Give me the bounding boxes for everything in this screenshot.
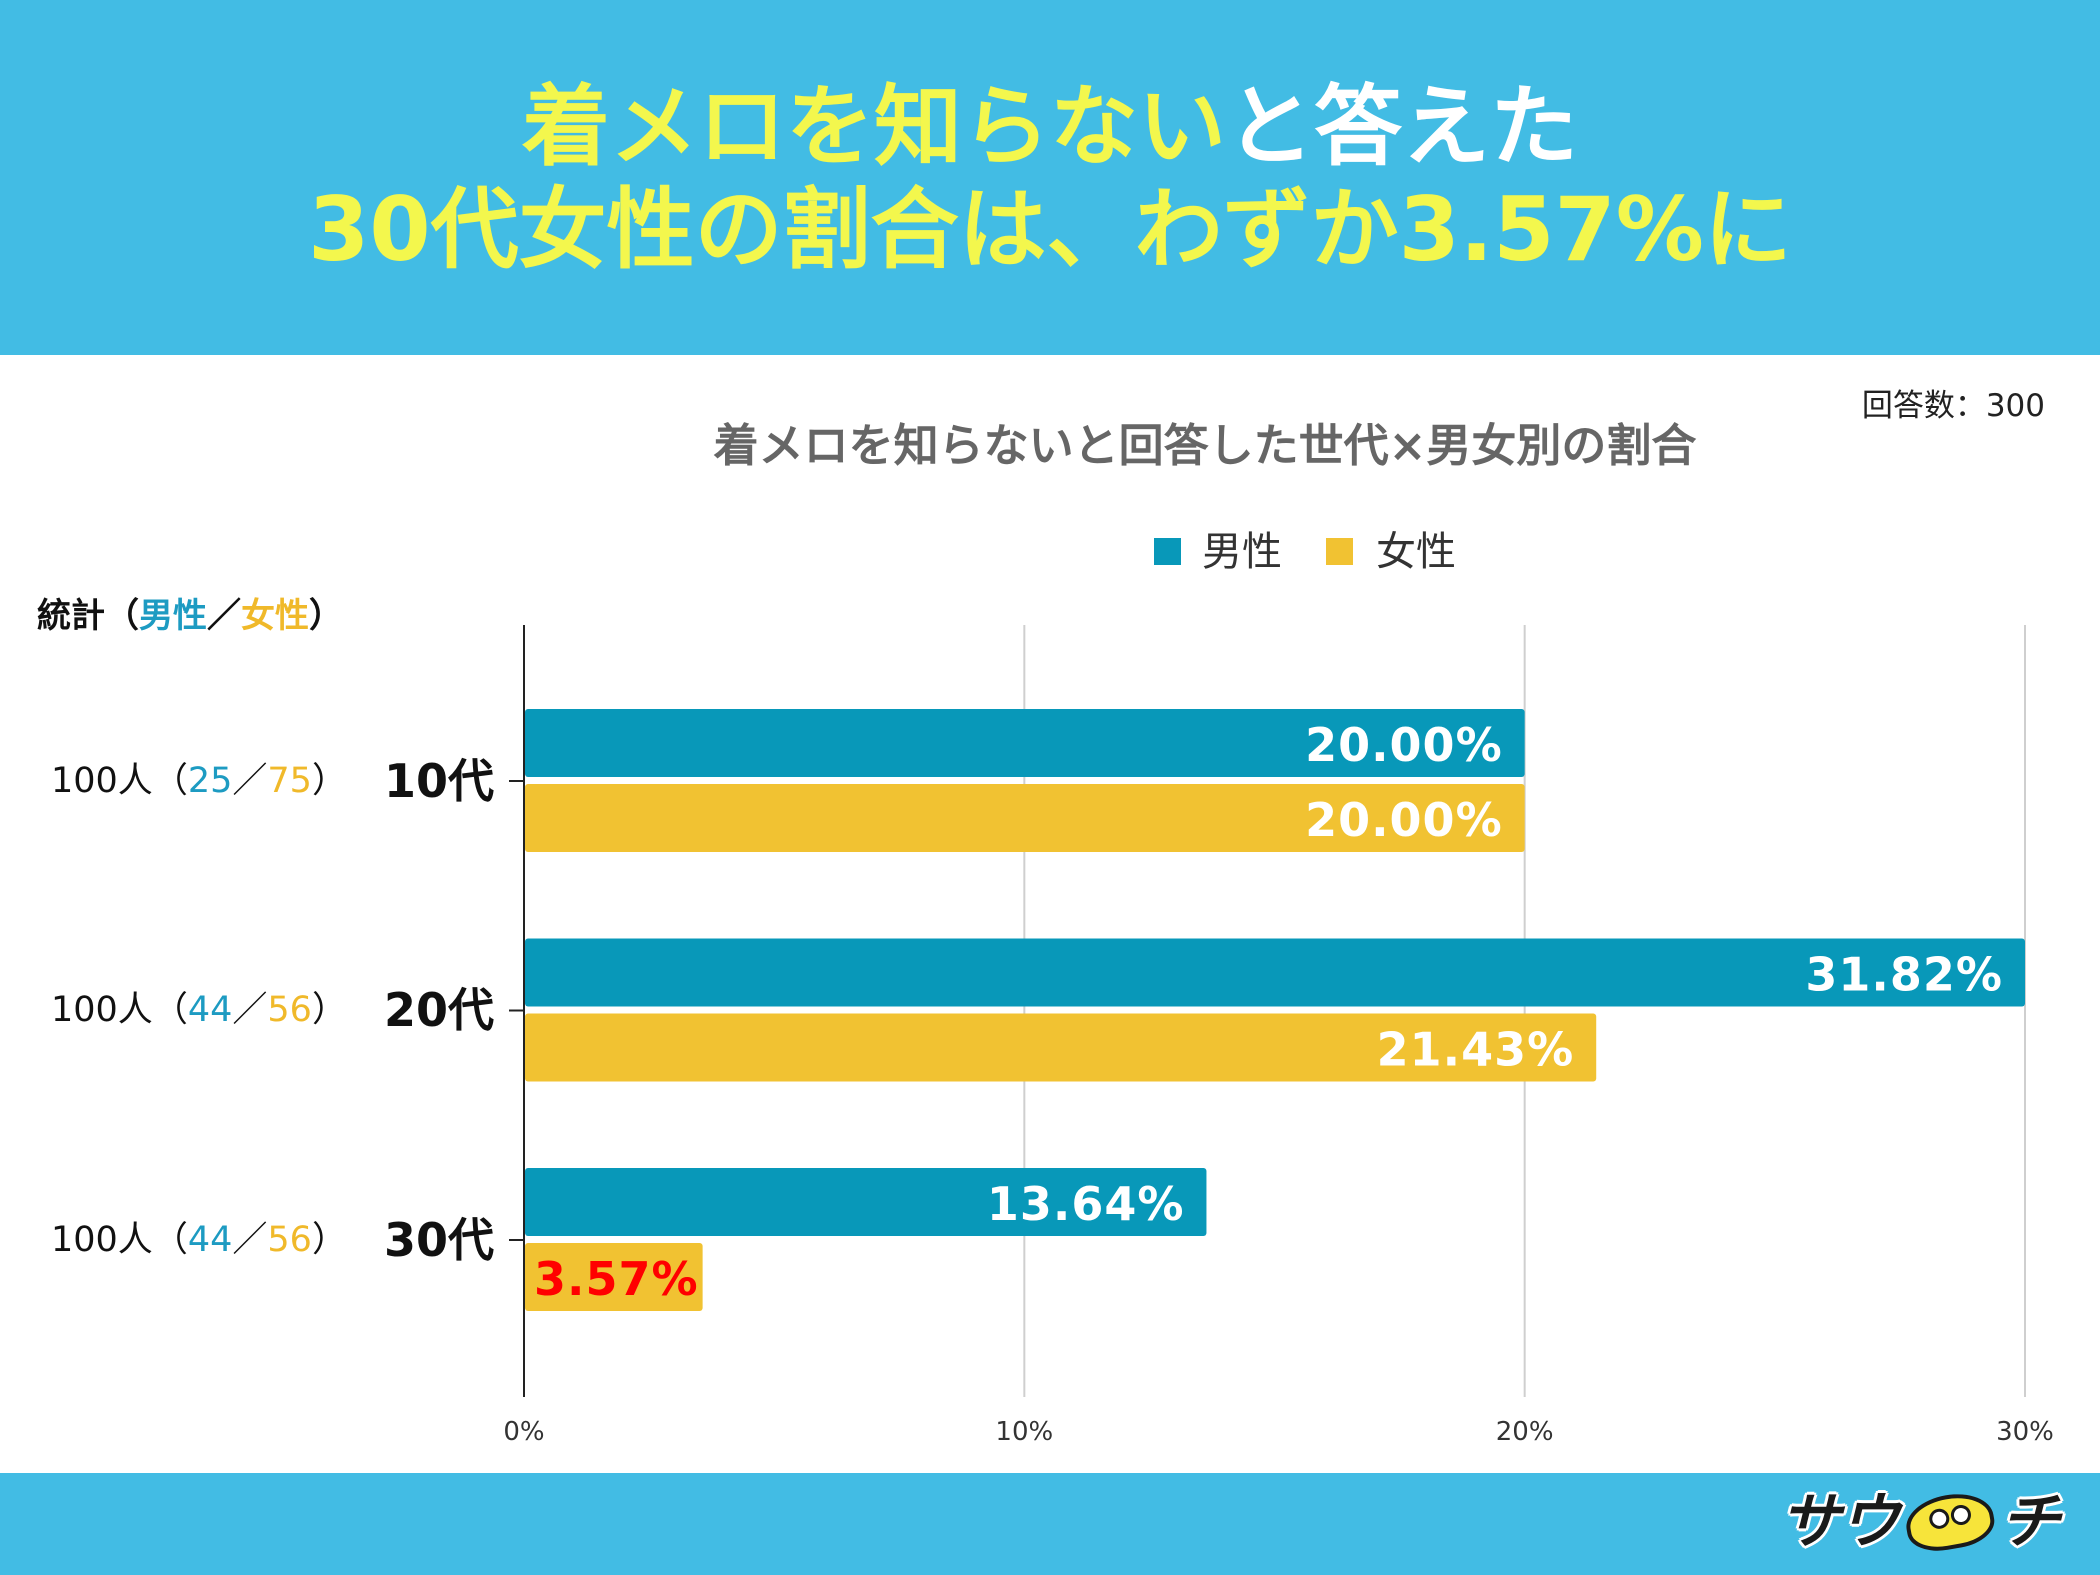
- logo: サウ チ: [1780, 1482, 2060, 1562]
- row-separator: ／: [232, 1220, 268, 1260]
- headline-highlight: 着メロを知らない: [521, 75, 1226, 178]
- chart-title: 着メロを知らないと回答した世代×男女別の割合: [713, 419, 1697, 472]
- row-female-count: 56: [267, 990, 312, 1030]
- category-label-20s: 20代: [384, 983, 495, 1037]
- bar-female: [525, 1013, 1597, 1082]
- category-label-30s: 30代: [384, 1213, 495, 1267]
- row-separator: ／: [232, 990, 268, 1030]
- bar-female: [525, 784, 1525, 852]
- stats-separator: ／: [207, 596, 241, 636]
- row-male-count: 44: [187, 990, 233, 1030]
- row-close-paren: ）: [311, 1220, 347, 1260]
- row-stats-10s: 100人（25／75）: [51, 757, 347, 805]
- bar-male: [525, 938, 2025, 1007]
- bar-value-label: 13.64%: [987, 1177, 1185, 1231]
- logo-mascot-icon: [1901, 1487, 1999, 1557]
- headline-line-1: 着メロを知らないと答えた: [0, 77, 2100, 177]
- response-count: 回答数：300: [1861, 388, 2045, 424]
- row-open-paren: （: [152, 990, 188, 1030]
- logo-text-left: サウ: [1780, 1487, 1900, 1557]
- row-female-count: 75: [267, 761, 312, 801]
- row-close-paren: ）: [311, 761, 347, 801]
- stats-female-label: 女性: [241, 596, 309, 636]
- stats-open-paren: （: [105, 596, 139, 636]
- legend-label-male: 男性: [1202, 529, 1282, 575]
- bar-value-label: 20.00%: [1305, 718, 1503, 772]
- row-total: 100人: [51, 990, 153, 1030]
- row-stats-20s: 100人（44／56）: [51, 986, 347, 1034]
- row-female-count: 56: [267, 1220, 312, 1260]
- bar-male: [525, 1168, 1207, 1236]
- bar-value-label: 20.00%: [1305, 793, 1503, 847]
- headline-rest: と答えた: [1226, 75, 1579, 178]
- row-separator: ／: [232, 761, 268, 801]
- x-tick-label: 10%: [995, 1417, 1053, 1447]
- x-tick-label: 0%: [503, 1417, 544, 1447]
- bar-value-label: 31.82%: [1805, 948, 2003, 1002]
- legend-swatch-female: [1326, 538, 1353, 565]
- bar-value-label: 21.43%: [1377, 1023, 1575, 1077]
- row-total: 100人: [51, 1220, 153, 1260]
- row-male-count: 25: [187, 761, 233, 801]
- logo-text-right: チ: [2000, 1487, 2060, 1557]
- mascot-eye-icon: [1949, 1503, 1973, 1527]
- x-tick-label: 20%: [1496, 1417, 1554, 1447]
- stats-close-paren: ）: [309, 596, 343, 636]
- bar-female: [525, 1243, 703, 1311]
- stats-heading: 統計（男性／女性）: [37, 596, 343, 636]
- row-total: 100人: [51, 761, 153, 801]
- legend-swatch-male: [1154, 538, 1181, 565]
- header-band: 着メロを知らないと答えた 30代女性の割合は、わずか3.57%に: [0, 0, 2100, 355]
- row-male-count: 44: [187, 1220, 233, 1260]
- x-tick-label: 30%: [1996, 1417, 2054, 1447]
- mascot-eye-icon: [1927, 1507, 1951, 1531]
- headline-line-2: 30代女性の割合は、わずか3.57%に: [308, 178, 1792, 281]
- stats-male-label: 男性: [139, 596, 207, 636]
- bar-value-label: 3.57%: [534, 1252, 699, 1306]
- row-open-paren: （: [152, 761, 188, 801]
- row-stats-30s: 100人（44／56）: [51, 1216, 347, 1264]
- bar-male: [525, 709, 1525, 777]
- row-close-paren: ）: [311, 990, 347, 1030]
- category-label-10s: 10代: [384, 754, 495, 808]
- row-open-paren: （: [152, 1220, 188, 1260]
- stats-heading-label: 統計: [37, 596, 105, 636]
- legend-label-female: 女性: [1376, 529, 1456, 575]
- footer-band: [0, 1473, 2100, 1575]
